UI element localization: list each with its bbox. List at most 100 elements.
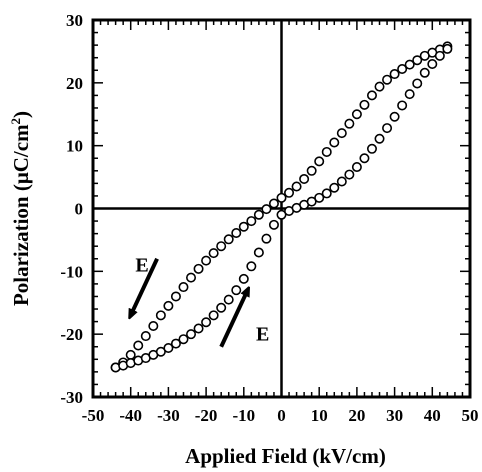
data-point bbox=[397, 100, 408, 111]
data-point bbox=[382, 123, 393, 134]
data-point bbox=[208, 248, 219, 259]
data-point bbox=[193, 323, 204, 334]
data-point bbox=[133, 340, 144, 351]
data-point bbox=[148, 320, 159, 331]
data-point bbox=[223, 234, 234, 245]
x-axis-title: Applied Field (kV/cm) bbox=[185, 444, 386, 468]
data-point bbox=[178, 282, 189, 293]
field-direction-label: E bbox=[256, 323, 269, 345]
data-point bbox=[231, 228, 242, 239]
y-axis-title-superscript: 2 bbox=[8, 118, 23, 125]
data-point bbox=[389, 111, 400, 122]
data-point bbox=[329, 137, 340, 148]
data-point bbox=[178, 334, 189, 345]
data-point bbox=[351, 162, 362, 173]
data-point bbox=[284, 187, 295, 198]
data-point bbox=[366, 90, 377, 101]
data-point bbox=[268, 198, 279, 209]
data-point bbox=[321, 146, 332, 157]
y-tick-label: -30 bbox=[60, 388, 83, 407]
data-point bbox=[366, 143, 377, 154]
data-point bbox=[170, 338, 181, 349]
data-point bbox=[268, 219, 279, 230]
data-point bbox=[201, 255, 212, 266]
data-point bbox=[276, 192, 287, 203]
field-direction-label: E bbox=[135, 254, 148, 276]
data-point bbox=[374, 81, 385, 92]
data-point bbox=[238, 273, 249, 284]
x-tick-label: 40 bbox=[424, 406, 441, 425]
data-point bbox=[404, 59, 415, 70]
data-point bbox=[359, 99, 370, 110]
data-point bbox=[246, 261, 257, 272]
data-point bbox=[389, 69, 400, 80]
data-point bbox=[238, 221, 249, 232]
data-point bbox=[186, 272, 197, 283]
data-point bbox=[155, 346, 166, 357]
data-point bbox=[170, 291, 181, 302]
x-tick-label: -50 bbox=[82, 406, 105, 425]
data-point bbox=[382, 74, 393, 85]
data-point bbox=[412, 55, 423, 66]
x-tick-label: 0 bbox=[277, 406, 286, 425]
data-point bbox=[374, 133, 385, 144]
data-point bbox=[246, 216, 257, 227]
data-point bbox=[344, 169, 355, 180]
data-point bbox=[140, 331, 151, 342]
data-point bbox=[155, 310, 166, 321]
data-point bbox=[427, 58, 438, 69]
data-point bbox=[261, 233, 272, 244]
data-point bbox=[321, 188, 332, 199]
data-point bbox=[359, 153, 370, 164]
data-point bbox=[253, 209, 264, 220]
data-point bbox=[193, 263, 204, 274]
y-tick-label: -20 bbox=[60, 325, 83, 344]
data-point bbox=[223, 294, 234, 305]
data-point bbox=[419, 50, 430, 61]
data-point bbox=[216, 302, 227, 313]
data-point bbox=[186, 329, 197, 340]
data-point bbox=[216, 241, 227, 252]
x-tick-label: 50 bbox=[462, 406, 479, 425]
data-point bbox=[329, 182, 340, 193]
data-point bbox=[291, 181, 302, 192]
y-tick-label: -10 bbox=[60, 262, 83, 281]
data-point bbox=[419, 67, 430, 78]
data-point bbox=[163, 342, 174, 353]
data-point bbox=[397, 64, 408, 75]
y-axis-title: Polarization (μC/cm2) bbox=[8, 111, 33, 306]
data-point bbox=[261, 204, 272, 215]
data-point bbox=[434, 50, 445, 61]
x-tick-label: 20 bbox=[348, 406, 365, 425]
field-direction-arrow bbox=[131, 257, 159, 316]
data-point bbox=[314, 156, 325, 167]
x-tick-label: -30 bbox=[157, 406, 180, 425]
data-point bbox=[336, 176, 347, 187]
data-point bbox=[253, 247, 264, 258]
y-tick-label: 30 bbox=[66, 11, 83, 30]
y-tick-label: 20 bbox=[66, 74, 83, 93]
data-point bbox=[351, 109, 362, 120]
data-point bbox=[412, 78, 423, 89]
data-point bbox=[125, 349, 136, 360]
x-tick-label: -20 bbox=[195, 406, 218, 425]
data-point bbox=[442, 43, 453, 54]
x-tick-label: 30 bbox=[386, 406, 403, 425]
data-point bbox=[306, 196, 317, 207]
data-point bbox=[201, 317, 212, 328]
data-point bbox=[306, 165, 317, 176]
data-point bbox=[336, 128, 347, 139]
data-point bbox=[163, 300, 174, 311]
data-point bbox=[299, 173, 310, 184]
field-direction-arrow bbox=[219, 290, 247, 348]
y-axis-title-end: ) bbox=[9, 111, 33, 118]
data-point bbox=[231, 285, 242, 296]
data-point bbox=[276, 209, 287, 220]
data-point bbox=[404, 89, 415, 100]
y-tick-label: 0 bbox=[75, 200, 84, 219]
data-point bbox=[344, 118, 355, 129]
y-tick-label: 10 bbox=[66, 137, 83, 156]
data-point bbox=[314, 192, 325, 203]
